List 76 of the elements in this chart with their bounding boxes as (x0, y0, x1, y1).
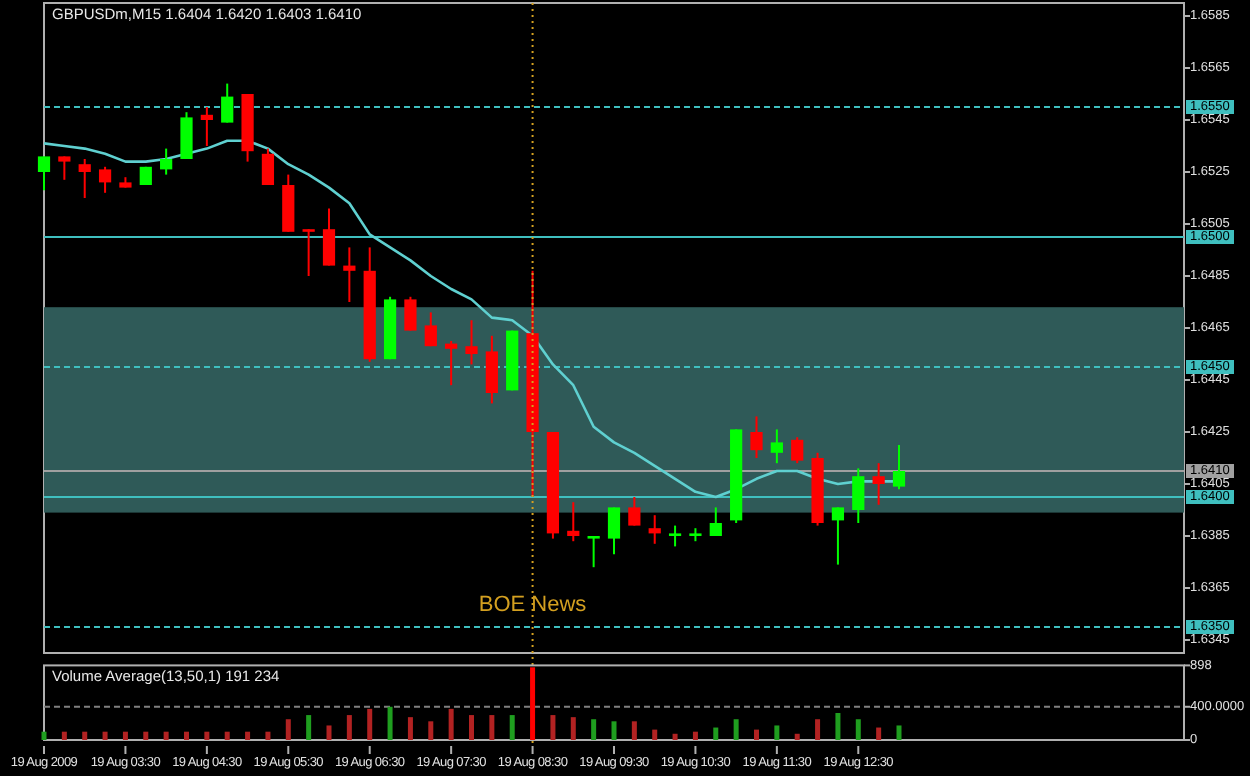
candlestick (160, 147, 173, 176)
bar (672, 733, 678, 740)
bar (855, 719, 861, 740)
candlestick (261, 147, 275, 186)
bar (245, 731, 251, 740)
bar (184, 731, 189, 740)
bar (143, 731, 149, 740)
candlestick (648, 514, 661, 545)
bar (122, 731, 128, 740)
bar (509, 715, 515, 740)
bar (367, 708, 373, 740)
bar (82, 731, 88, 740)
bar (713, 727, 719, 740)
bar (692, 731, 698, 740)
bar (204, 731, 210, 740)
candlestick (424, 311, 437, 348)
bar (102, 731, 108, 740)
candlestick (302, 228, 315, 277)
bar (733, 719, 739, 740)
bar (265, 731, 271, 740)
bar (794, 733, 800, 740)
bar (774, 725, 780, 740)
bar (815, 719, 821, 740)
candlestick (852, 467, 865, 524)
candlestick (465, 319, 478, 366)
candlestick (485, 334, 498, 405)
bar (652, 729, 658, 740)
bar (591, 719, 597, 740)
bar (550, 715, 556, 740)
candlestick (282, 173, 295, 233)
candlestick (58, 155, 71, 181)
candlestick (200, 106, 213, 147)
bar (407, 717, 413, 740)
candlestick (770, 428, 783, 465)
ref-line-label: BOE News (478, 592, 588, 617)
bar (428, 721, 434, 740)
bar (285, 719, 291, 740)
bar (41, 731, 47, 740)
bar (448, 708, 454, 740)
bar (570, 717, 576, 740)
bar (469, 715, 474, 740)
bar (754, 729, 759, 740)
candlestick (343, 246, 356, 303)
bar (306, 715, 312, 740)
candlestick (668, 524, 682, 548)
candlestick (791, 436, 804, 465)
candlestick (404, 295, 417, 332)
candlestick (78, 158, 91, 199)
bar (346, 715, 352, 740)
candlestick (221, 82, 234, 124)
candlestick (445, 340, 458, 387)
bar (387, 706, 393, 740)
bar (896, 725, 902, 740)
candlestick (567, 501, 580, 543)
candlestick (607, 506, 621, 556)
bar (163, 731, 169, 740)
bar (489, 715, 495, 740)
candlestick (709, 506, 722, 537)
bar (611, 721, 617, 740)
bar (631, 721, 637, 740)
bar (835, 713, 841, 740)
candlestick (98, 165, 112, 194)
candlestick (37, 155, 51, 192)
candlestick (872, 462, 885, 506)
candlestick (750, 415, 763, 459)
bar (326, 725, 332, 740)
candlestick (180, 111, 193, 160)
bar (61, 731, 67, 740)
bar (224, 731, 230, 740)
candlestick (587, 535, 600, 569)
bar (876, 727, 882, 740)
candlestick (628, 496, 641, 527)
candlestick (892, 444, 906, 491)
candlestick (322, 207, 336, 267)
candlestick (831, 506, 845, 566)
bar (530, 667, 536, 740)
